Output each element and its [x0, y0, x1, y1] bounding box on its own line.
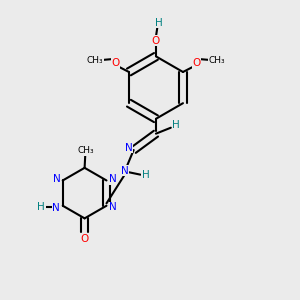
Text: CH₃: CH₃ [86, 56, 103, 64]
Text: O: O [111, 58, 120, 68]
Text: O: O [80, 234, 89, 244]
Text: H: H [155, 18, 163, 28]
Text: O: O [192, 58, 200, 68]
Text: N: N [121, 166, 129, 176]
Text: N: N [125, 142, 133, 153]
Text: H: H [142, 170, 149, 180]
Text: N: N [53, 174, 61, 184]
Text: N: N [52, 203, 60, 213]
Text: H: H [172, 120, 180, 130]
Text: H: H [38, 202, 45, 212]
Text: N: N [109, 174, 116, 184]
Text: N: N [109, 202, 117, 212]
Text: O: O [152, 36, 160, 46]
Text: CH₃: CH₃ [209, 56, 226, 64]
Text: CH₃: CH₃ [78, 146, 94, 155]
